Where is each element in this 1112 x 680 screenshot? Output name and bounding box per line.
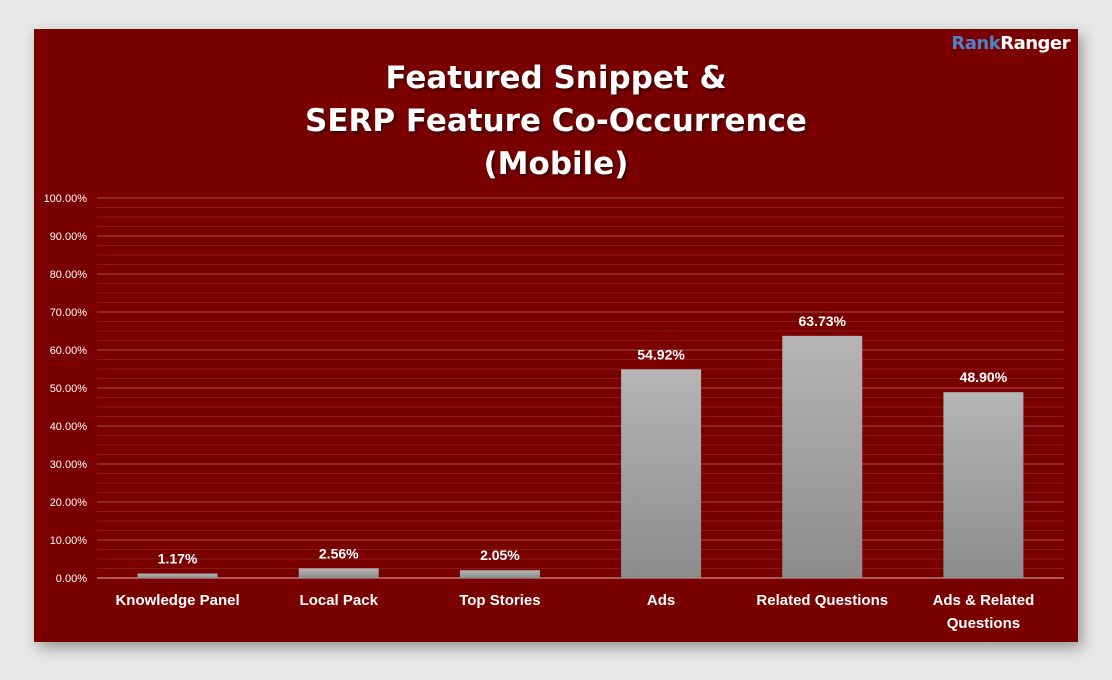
chart-card: RankRanger Featured Snippet & SERP Featu… [34, 29, 1078, 642]
data-label: 63.73% [799, 313, 847, 329]
data-label: 2.56% [319, 545, 359, 561]
bar [782, 335, 863, 578]
y-tick-label: 100.00% [44, 193, 88, 205]
brand-logo-part1: Rank [951, 33, 1001, 54]
y-tick-label: 50.00% [50, 383, 88, 395]
y-tick-label: 60.00% [50, 345, 88, 357]
bars-layer [137, 335, 1024, 578]
bar [137, 573, 218, 578]
data-label: 1.17% [158, 551, 198, 567]
y-tick-label: 10.00% [50, 535, 88, 547]
x-tick-label: Ads & Related [933, 592, 1035, 609]
grid-layer [97, 197, 1064, 579]
bar [621, 369, 702, 578]
data-label: 48.90% [960, 369, 1008, 385]
x-tick-label: Local Pack [300, 592, 379, 609]
data-label: 54.92% [637, 346, 685, 362]
bar [943, 392, 1024, 578]
x-tick-label: Top Stories [459, 592, 540, 609]
y-tick-label: 30.00% [50, 459, 88, 471]
labels-layer: 0.00% 10.00% 20.00% 30.00% 40.00% 50.00% 60.00… [44, 193, 1035, 632]
bar [459, 570, 540, 578]
x-tick-label: Ads [647, 592, 675, 609]
y-tick-label: 80.00% [50, 269, 88, 281]
y-tick-label: 90.00% [50, 231, 88, 243]
y-tick-label: 70.00% [50, 307, 88, 319]
chart-title-line-1: Featured Snippet & [385, 60, 727, 96]
data-label: 2.05% [480, 547, 520, 563]
chart-title: Featured Snippet & SERP Feature Co-Occur… [34, 57, 1078, 186]
y-tick-label: 40.00% [50, 421, 88, 433]
x-tick-label: Questions [947, 615, 1020, 632]
bar [298, 568, 379, 578]
bar-chart: 0.00% 10.00% 20.00% 30.00% 40.00% 50.00% 60.00… [44, 193, 1064, 632]
y-tick-label: 20.00% [50, 497, 88, 509]
brand-logo-part2: Ranger [1000, 33, 1070, 54]
brand-logo: RankRanger [951, 33, 1070, 54]
chart-title-line-2: SERP Feature Co-Occurrence [305, 103, 807, 139]
x-tick-label: Related Questions [756, 592, 888, 609]
x-tick-label: Knowledge Panel [115, 592, 239, 609]
chart-title-line-3: (Mobile) [483, 146, 629, 182]
y-tick-label: 0.00% [56, 573, 87, 585]
